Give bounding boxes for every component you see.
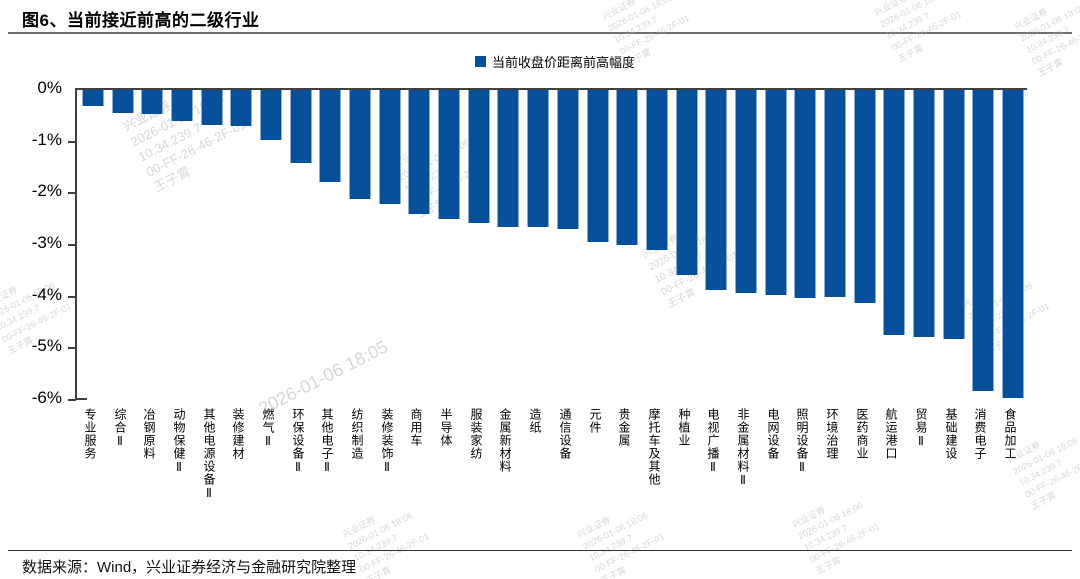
y-axis-tick <box>68 192 76 194</box>
bar <box>913 90 935 337</box>
legend-swatch-icon <box>474 56 486 67</box>
bar <box>527 90 549 227</box>
x-axis-category-label: 医药商业 <box>855 408 869 460</box>
x-axis-corner <box>77 398 87 400</box>
x-axis-category-label: 其他电源设备Ⅱ <box>202 408 216 501</box>
bar <box>438 90 460 219</box>
bar <box>379 90 401 204</box>
bar <box>349 90 371 199</box>
bar <box>468 90 490 223</box>
x-axis-category-label: 专业服务 <box>83 408 97 460</box>
bar <box>319 90 341 182</box>
x-axis-category-label: 环境治理 <box>825 408 839 460</box>
y-axis-tick-label: -3% <box>31 233 62 252</box>
bar <box>646 90 668 250</box>
x-axis-category-label: 服装家纺 <box>469 408 483 460</box>
y-axis-tick <box>68 244 76 246</box>
bar <box>883 90 905 335</box>
footer-divider <box>8 550 1072 551</box>
x-axis-category-label: 通信设备 <box>558 408 572 460</box>
bar <box>972 90 994 391</box>
x-axis-category-label: 电网设备 <box>766 408 780 460</box>
bar <box>587 90 609 242</box>
x-axis-category-label: 装修建材 <box>231 408 245 460</box>
x-axis-category-label: 种植业 <box>677 408 691 447</box>
chart-legend: 当前收盘价距离前高幅度 <box>0 52 1080 71</box>
x-axis-category-label: 环保设备Ⅱ <box>291 408 305 475</box>
legend-entry: 当前收盘价距离前高幅度 <box>474 52 635 71</box>
x-axis-category-label: 动物保健Ⅱ <box>172 408 186 475</box>
data-source: 数据来源：Wind，兴业证券经济与金融研究院整理 <box>22 559 357 576</box>
y-axis-tick-label: -6% <box>31 388 62 407</box>
y-axis-tick <box>68 141 76 143</box>
bar <box>616 90 638 245</box>
plot-area <box>68 88 1027 401</box>
bar <box>112 90 134 113</box>
y-axis-tick-label: -2% <box>31 181 62 200</box>
x-axis-category-label: 航运港口 <box>884 408 898 460</box>
bar <box>201 90 223 125</box>
y-axis-tick-label: -5% <box>31 336 62 355</box>
y-axis-tick-label: 0% <box>37 78 62 97</box>
bar <box>260 90 282 140</box>
x-axis-category-label: 燃气Ⅱ <box>261 408 275 449</box>
bar <box>230 90 252 126</box>
page-title: 图6、当前接近前高的二级行业 <box>22 11 260 30</box>
x-axis-category-label: 贵金属 <box>617 408 631 447</box>
bar <box>290 90 312 163</box>
x-axis-category-label: 食品加工 <box>1003 408 1017 460</box>
bar <box>408 90 430 214</box>
x-axis-category-label: 金属新材料 <box>498 408 512 473</box>
y-axis-tick <box>68 347 76 349</box>
bar <box>943 90 965 339</box>
x-axis-category-label: 造纸 <box>528 408 542 434</box>
bar <box>765 90 787 295</box>
x-axis-category-label: 冶钢原料 <box>142 408 156 460</box>
x-axis-category-label: 装修装饰Ⅱ <box>380 408 394 475</box>
y-axis-tick <box>68 296 76 298</box>
bar <box>557 90 579 229</box>
y-axis-tick-label: -4% <box>31 285 62 304</box>
x-axis-category-label: 元件 <box>588 408 602 434</box>
legend-label: 当前收盘价距离前高幅度 <box>491 55 635 70</box>
y-axis-tick-label: -1% <box>31 130 62 149</box>
x-axis-category-label: 电视广播Ⅱ <box>706 408 720 475</box>
x-axis-category-label: 消费电子 <box>973 408 987 460</box>
bar <box>794 90 816 298</box>
x-axis-category-label: 商用车 <box>409 408 423 447</box>
x-axis-category-label: 综合Ⅱ <box>113 408 127 449</box>
bar <box>824 90 846 297</box>
bar <box>705 90 727 290</box>
watermark-text: 兴业证券 2026-01-06 18:06 10.34.239.7 00-FF-… <box>575 510 666 579</box>
x-axis-category-label: 非金属材料Ⅱ <box>736 408 750 488</box>
bar <box>854 90 876 303</box>
x-axis-category-label: 摩托车及其他 <box>647 408 661 486</box>
x-axis-category-label: 其他电子Ⅱ <box>320 408 334 475</box>
bar <box>676 90 698 275</box>
bar <box>171 90 193 121</box>
watermark-text: 兴业证券 2026-01-06 18:06 10.34.239.7 00-FF-… <box>790 500 881 577</box>
x-axis-category-label: 基础建设 <box>944 408 958 460</box>
y-axis-tick <box>68 399 76 401</box>
bar <box>141 90 163 114</box>
bar <box>1002 90 1024 398</box>
x-axis-category-label: 贸易Ⅱ <box>914 408 928 449</box>
x-axis-category-label: 半导体 <box>439 408 453 447</box>
bar <box>735 90 757 293</box>
x-axis-category-label: 纺织制造 <box>350 408 364 460</box>
x-axis-category-label: 照明设备Ⅱ <box>795 408 809 475</box>
bar <box>82 90 104 106</box>
bar <box>497 90 519 227</box>
title-divider <box>8 32 1072 34</box>
